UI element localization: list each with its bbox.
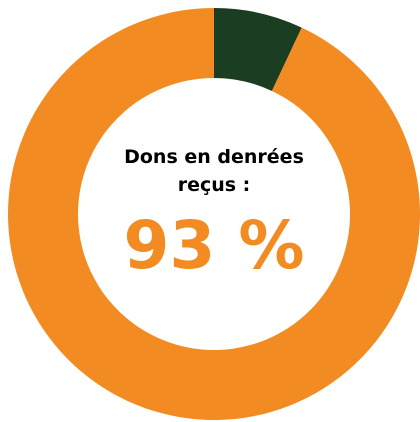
center-value-label: 93 % (123, 207, 305, 284)
chart-title: Dons en denrées reçus : (124, 146, 304, 196)
donut-slice (7, 8, 420, 421)
donut-slice (214, 8, 302, 91)
